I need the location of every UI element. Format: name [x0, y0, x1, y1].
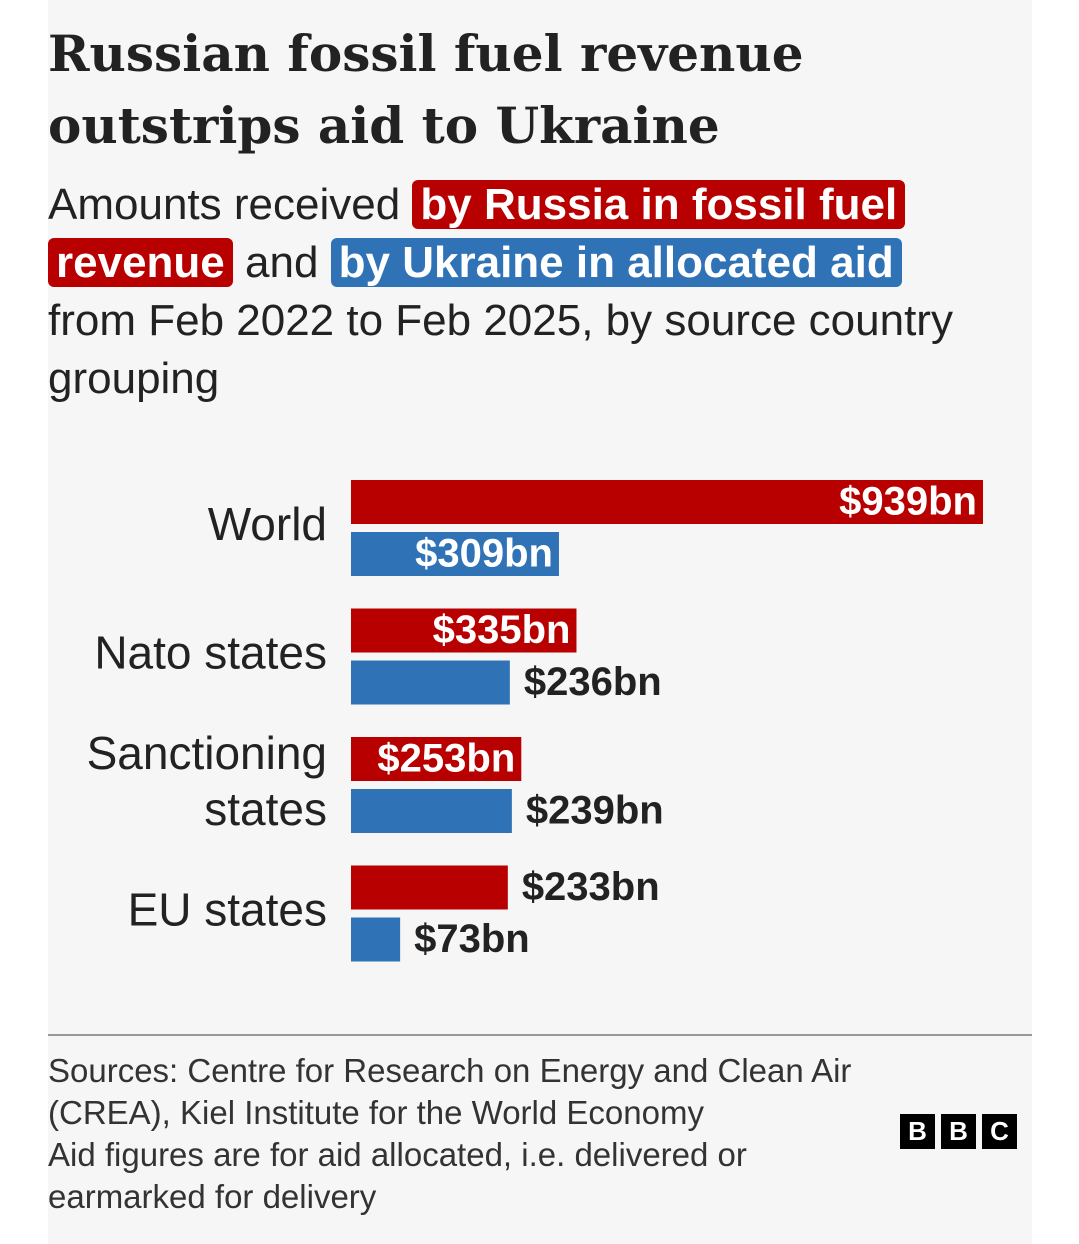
footnotes: Sources: Centre for Research on Energy a…: [48, 1050, 888, 1218]
subtitle-text: Amounts received: [48, 180, 401, 229]
value-label: $236bn: [524, 660, 662, 704]
footnote: Aid figures are for aid allocated, i.e. …: [48, 1136, 747, 1215]
y-tick-label: Nato states: [94, 627, 327, 679]
value-label: $309bn: [415, 532, 553, 576]
value-label: $233bn: [522, 865, 660, 909]
logo-letter: B: [900, 1114, 935, 1149]
subtitle: Amounts received by Russia in fossil fue…: [48, 176, 988, 408]
subtitle-text: and: [245, 238, 319, 287]
y-tick-label: World: [208, 498, 327, 550]
y-tick-label: EU states: [128, 884, 327, 936]
bar: [351, 789, 512, 833]
bar: [351, 608, 577, 653]
divider: [48, 1034, 1032, 1036]
logo-letter: C: [982, 1114, 1017, 1149]
subtitle-text: from Feb 2022 to Feb 2025, by source cou…: [48, 296, 953, 403]
value-label: $239bn: [526, 789, 664, 833]
bar: [351, 480, 983, 524]
bar: [351, 737, 522, 781]
y-tick-label: Sanctioning states: [87, 727, 327, 835]
logo: B B C: [900, 1114, 1017, 1149]
legend-entry: by Ukraine in allocated aid: [330, 238, 902, 287]
bar: [351, 865, 508, 910]
logo-letter: B: [941, 1114, 976, 1149]
chart-title: Russian fossil fuel revenue outstrips ai…: [48, 24, 804, 155]
bar: [351, 660, 510, 705]
value-label: $939bn: [839, 480, 977, 524]
value-label: $335bn: [433, 608, 571, 652]
bar: [351, 917, 401, 962]
bar: [351, 532, 559, 576]
value-label: $73bn: [414, 917, 530, 961]
footnote: Sources: Centre for Research on Energy a…: [48, 1052, 852, 1131]
value-label: $253bn: [377, 737, 515, 781]
